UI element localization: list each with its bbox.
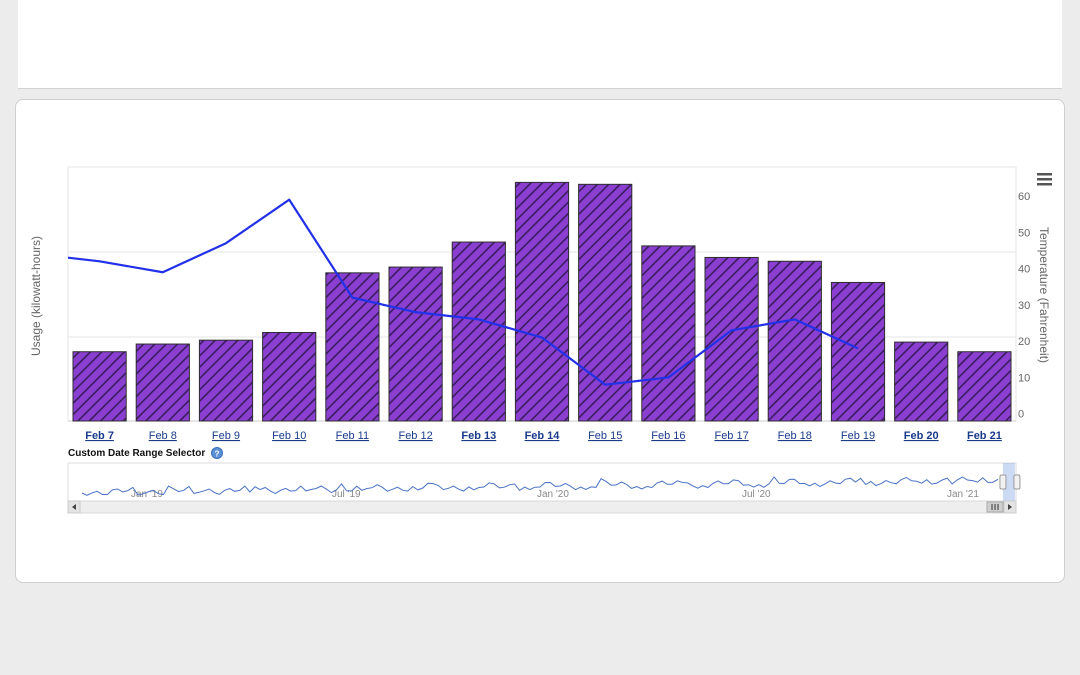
- y2-tick-label: 50: [1018, 227, 1030, 239]
- x-tick-label[interactable]: Feb 9: [212, 430, 240, 442]
- chevron-right-icon: [1008, 504, 1012, 510]
- navigator-scrollbar[interactable]: [67, 500, 1017, 514]
- y2-tick-label: 30: [1018, 300, 1030, 312]
- x-tick-label[interactable]: Feb 12: [398, 430, 432, 442]
- svg-text:?: ?: [215, 450, 220, 459]
- usage-bar[interactable]: [894, 341, 949, 422]
- usage-bar[interactable]: [72, 351, 127, 422]
- y2-tick-label: 10: [1018, 372, 1030, 384]
- previous-card-edge: [18, 0, 1062, 89]
- x-tick-label[interactable]: Feb 10: [272, 430, 306, 442]
- y2-tick-label: 0: [1018, 409, 1024, 421]
- x-tick-label[interactable]: Feb 8: [149, 430, 177, 442]
- chevron-left-icon: [72, 504, 76, 510]
- x-tick-label[interactable]: Feb 19: [841, 430, 875, 442]
- navigator-date-label: Jul '20: [742, 489, 771, 500]
- question-circle-icon[interactable]: ?: [211, 447, 223, 459]
- navigator-date-label: Jan '20: [537, 489, 569, 500]
- x-tick-label[interactable]: Feb 11: [336, 430, 369, 442]
- usage-bar[interactable]: [830, 281, 886, 422]
- usage-bar[interactable]: [262, 331, 317, 422]
- x-tick-label[interactable]: Feb 20: [904, 430, 939, 442]
- usage-bar[interactable]: [957, 351, 1012, 422]
- page-footer-band: [0, 597, 1080, 675]
- range-selector-navigator[interactable]: Jan '19 Jul '19 Jan '20 Jul '20 Jan '21: [67, 462, 1021, 514]
- usage-bar[interactable]: [388, 266, 443, 422]
- navigator-area: [67, 462, 1017, 502]
- usage-bar[interactable]: [135, 343, 190, 422]
- x-tick-label[interactable]: Feb 15: [588, 430, 622, 442]
- x-tick-label[interactable]: Feb 18: [778, 430, 812, 442]
- usage-bars: [72, 181, 1012, 422]
- x-tick-label[interactable]: Feb 17: [714, 430, 748, 442]
- usage-bar[interactable]: [325, 272, 380, 422]
- temperature-line: [67, 198, 859, 386]
- x-tick-label[interactable]: Feb 21: [967, 430, 1002, 442]
- usage-bar[interactable]: [198, 339, 254, 422]
- usage-bar[interactable]: [514, 181, 570, 422]
- right-axis-ticks: 0 10 20 30 40 50 60: [1018, 191, 1030, 421]
- navigator-selected-range[interactable]: [1002, 463, 1015, 501]
- y-axis-title: Usage (kilowatt-hours): [29, 236, 43, 356]
- usage-bar[interactable]: [641, 245, 696, 422]
- y2-tick-label: 20: [1018, 336, 1030, 348]
- navigator-date-label: Jan '19: [131, 489, 163, 500]
- y2-tick-label: 60: [1018, 191, 1030, 203]
- x-axis-labels: Feb 7 Feb 8 Feb 9 Feb 10 Feb 11 Feb 12 Feb 13 F…: [85, 430, 1002, 442]
- x-tick-label[interactable]: Feb 13: [461, 430, 496, 442]
- hamburger-menu-icon[interactable]: [1034, 171, 1054, 187]
- navigator-series: [81, 476, 999, 496]
- x-tick-label[interactable]: Feb 16: [651, 430, 685, 442]
- y2-axis-title: Temperature (Fahrenheit): [1037, 227, 1051, 363]
- usage-bar[interactable]: [767, 260, 822, 422]
- usage-bar[interactable]: [704, 256, 759, 422]
- usage-bar[interactable]: [451, 241, 506, 422]
- range-selector-title: Custom Date Range Selector: [68, 448, 205, 459]
- x-tick-label[interactable]: Feb 14: [525, 430, 561, 442]
- navigator-handle[interactable]: [1013, 474, 1021, 490]
- navigator-handle[interactable]: [999, 474, 1007, 490]
- x-tick-label[interactable]: Feb 7: [85, 430, 114, 442]
- navigator-date-label: Jan '21: [947, 489, 979, 500]
- temperature-line-path: [67, 198, 859, 386]
- usage-bar[interactable]: [578, 183, 633, 422]
- navigator-date-label: Jul '19: [332, 489, 361, 500]
- y2-tick-label: 40: [1018, 264, 1030, 276]
